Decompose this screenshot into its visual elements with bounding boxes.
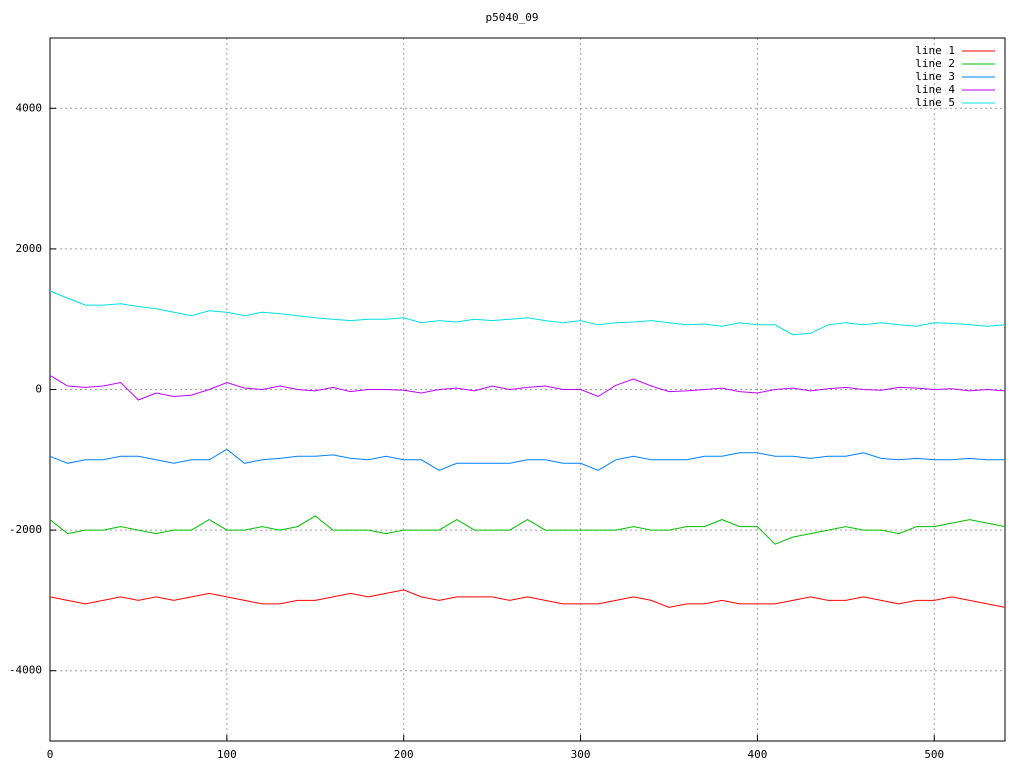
legend-label: line 2 xyxy=(915,57,955,70)
series-line xyxy=(49,448,1005,471)
y-tick-label: 4000 xyxy=(16,101,43,114)
y-tick-label: -2000 xyxy=(9,523,42,536)
x-tick-label: 100 xyxy=(217,748,237,761)
legend-label: line 4 xyxy=(915,83,955,96)
y-tick-label: 0 xyxy=(35,383,42,396)
x-tick-label: 500 xyxy=(924,748,944,761)
legend-label: line 3 xyxy=(915,70,955,83)
series-line xyxy=(49,290,1006,336)
x-tick-label: 300 xyxy=(571,748,591,761)
legend-label: line 1 xyxy=(915,44,955,57)
y-tick-label: 2000 xyxy=(16,242,43,255)
x-tick-label: 400 xyxy=(747,748,767,761)
x-tick-label: 200 xyxy=(394,748,414,761)
legend-label: line 5 xyxy=(915,96,955,109)
y-tick-label: -4000 xyxy=(9,664,42,677)
chart-title: p5040_09 xyxy=(486,11,539,24)
series-line xyxy=(49,374,1006,401)
series-line xyxy=(49,589,1006,608)
series-line xyxy=(49,515,1006,545)
x-tick-label: 0 xyxy=(47,748,54,761)
plot-border xyxy=(49,37,1006,742)
